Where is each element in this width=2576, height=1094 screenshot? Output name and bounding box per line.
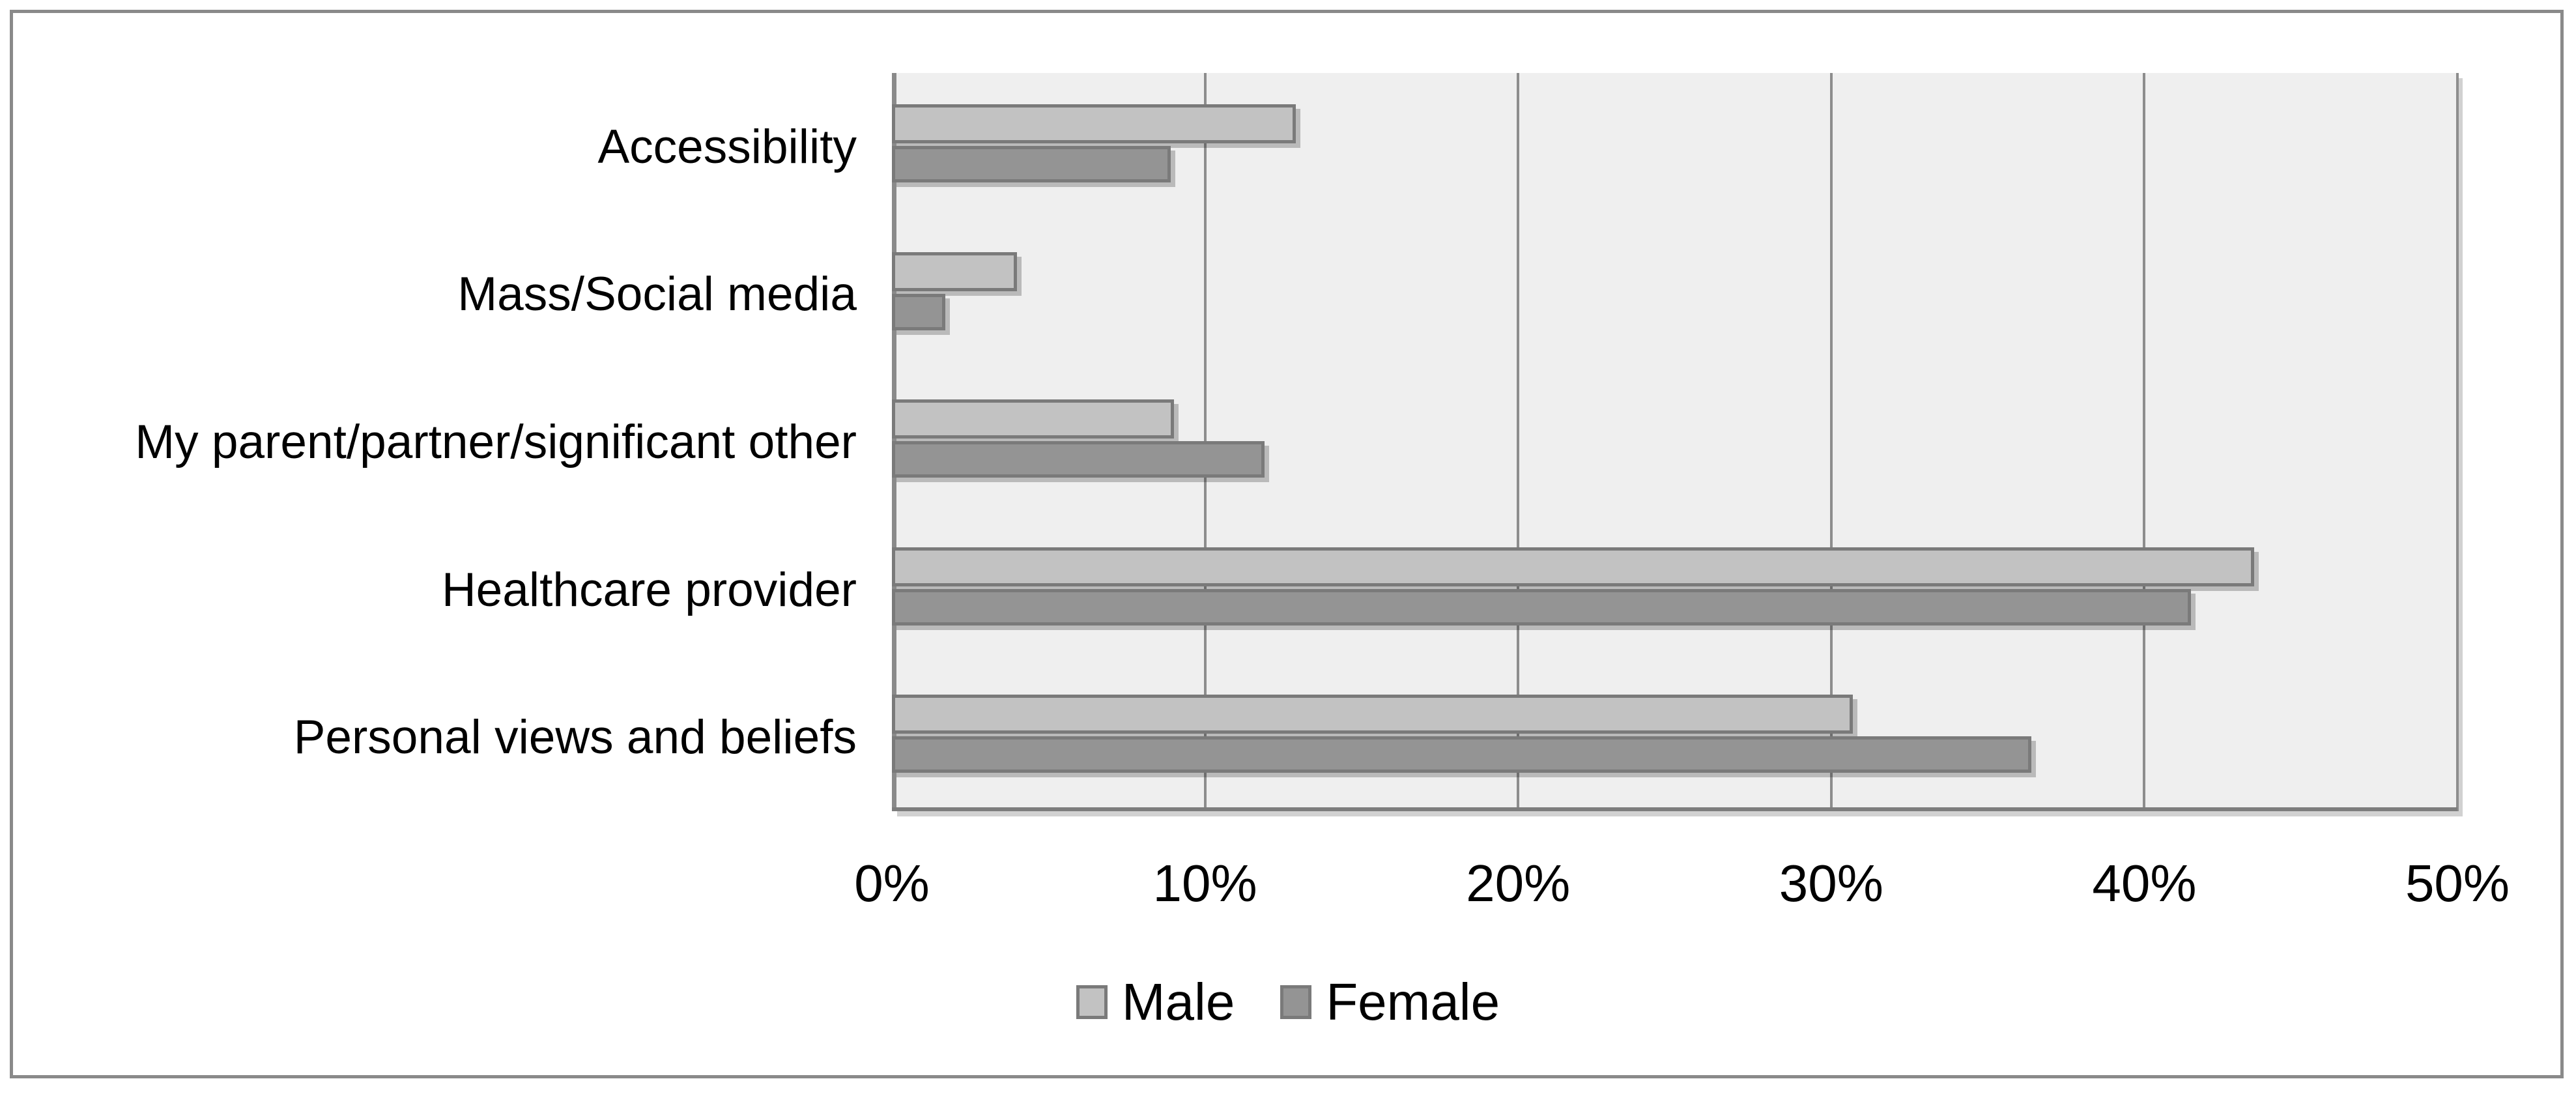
x-tick-label-30: 30% — [1779, 854, 1883, 912]
bar-female-my-parent-partner-significant-other — [892, 441, 1265, 478]
bar-male-accessibility — [892, 104, 1296, 143]
bar-male-my-parent-partner-significant-other — [892, 399, 1174, 439]
bar-male-personal-views-and-beliefs — [892, 695, 1853, 734]
bar-male-mass-social-media — [892, 252, 1018, 291]
x-tick-label-10: 10% — [1152, 854, 1257, 912]
x-tick-label-50: 50% — [2405, 854, 2510, 912]
legend-swatch-female — [1280, 985, 1312, 1019]
y-axis-category-labels: Accessibility Mass/Social media My parent/… — [0, 73, 857, 811]
bar-male-healthcare-provider — [892, 547, 2254, 586]
x-axis-tick-labels: 0% 10% 20% 30% 40% 50% — [0, 857, 2576, 916]
legend-swatch-male — [1076, 985, 1108, 1019]
gridline-20 — [1517, 73, 1520, 811]
gridline-50 — [2456, 73, 2459, 811]
x-tick-label-40: 40% — [2092, 854, 2197, 912]
plot-area — [892, 73, 2459, 811]
bar-female-personal-views-and-beliefs — [892, 736, 2032, 773]
x-axis-line — [892, 807, 2457, 811]
category-label-accessibility: Accessibility — [597, 120, 857, 173]
legend-label-male: Male — [1121, 973, 1235, 1031]
bar-female-mass-social-media — [892, 294, 945, 330]
x-tick-label-0: 0% — [854, 854, 930, 912]
category-label-personal-views-and-beliefs: Personal views and beliefs — [293, 711, 857, 764]
legend-label-female: Female — [1326, 973, 1500, 1031]
legend: Male Female — [0, 976, 2576, 1028]
legend-item-male: Male — [1076, 976, 1235, 1028]
category-label-healthcare-provider: Healthcare provider — [441, 563, 857, 616]
gridline-40 — [2143, 73, 2146, 811]
x-tick-label-20: 20% — [1466, 854, 1571, 912]
gridline-30 — [1829, 73, 1833, 811]
bar-female-accessibility — [892, 146, 1171, 182]
category-label-my-parent-partner-significant-other: My parent/partner/significant other — [135, 415, 857, 468]
bar-female-healthcare-provider — [892, 589, 2192, 626]
legend-item-female: Female — [1280, 976, 1500, 1028]
category-label-mass-social-media: Mass/Social media — [457, 268, 857, 321]
